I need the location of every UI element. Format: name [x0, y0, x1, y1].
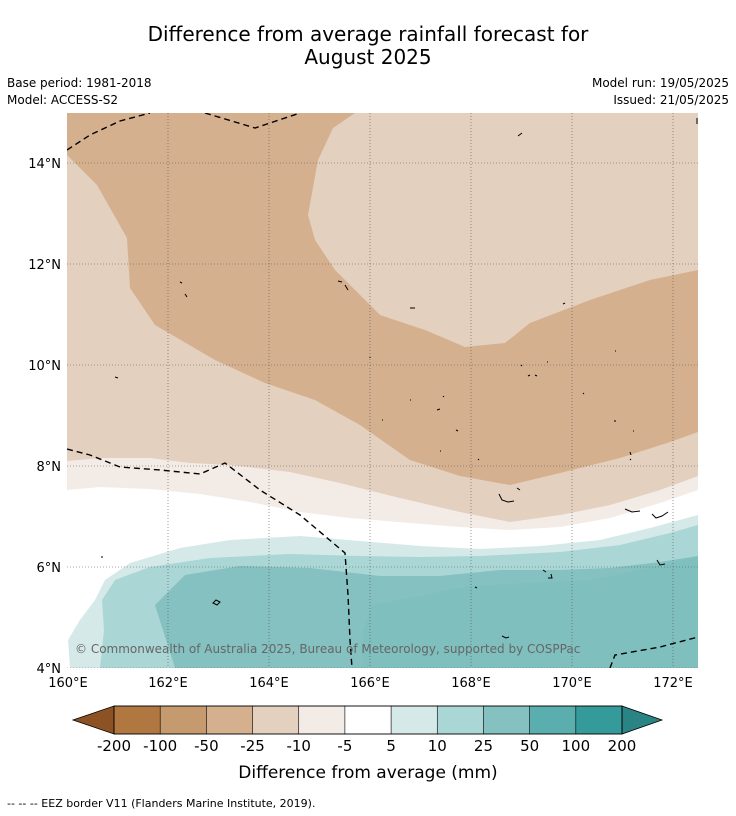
colorbar-tick-label: -200: [97, 737, 131, 755]
colorbar-tick-label: -50: [194, 737, 219, 755]
colorbar-segment: [159, 705, 207, 735]
eez-legend: -- -- -- EEZ border V11 (Flanders Marine…: [7, 797, 316, 810]
chart-title-line1: Difference from average rainfall forecas…: [147, 22, 589, 46]
base-period: Base period: 1981-2018: [7, 76, 152, 90]
lat-label: 14°N: [28, 157, 61, 172]
colorbar-segment: [206, 705, 254, 735]
longitude-labels: 160°E 162°E 164°E 166°E 168°E 170°E 172°…: [48, 676, 693, 691]
colorbar-tick-label: 100: [561, 737, 590, 755]
lat-label: 8°N: [37, 460, 62, 475]
chart-title-line2: August 2025: [304, 45, 432, 69]
colorbar-title: Difference from average (mm): [238, 763, 497, 783]
colorbar-extend-high: [621, 705, 664, 735]
lon-label: 170°E: [552, 676, 592, 691]
colorbar-extend-low: [71, 705, 115, 735]
latitude-labels: 14°N 12°N 10°N 8°N 6°N 4°N: [28, 157, 61, 677]
colorbar-segment: [298, 705, 346, 735]
colorbar-segment: [113, 705, 161, 735]
lon-label: 168°E: [451, 676, 491, 691]
colorbar-segment: [252, 705, 300, 735]
lon-label: 162°E: [148, 676, 188, 691]
colorbar-tick-label: 25: [474, 737, 493, 755]
colorbar-outline: [113, 705, 623, 735]
lat-label: 12°N: [28, 258, 61, 273]
lat-label: 10°N: [28, 359, 61, 374]
colorbar-tick-label: -5: [337, 737, 352, 755]
rainfall-anomaly-field: [67, 113, 698, 668]
colorbar-segment: [575, 705, 623, 735]
colorbar-tick-label: -10: [286, 737, 311, 755]
colorbar-tick-label: 200: [608, 737, 637, 755]
lat-label: 4°N: [37, 662, 62, 677]
colorbar-segment: [344, 705, 392, 735]
colorbar-segment: [483, 705, 531, 735]
lat-label: 6°N: [37, 561, 62, 576]
band-minus-25-to-50: [67, 113, 698, 485]
issued-date: Issued: 21/05/2025: [613, 93, 729, 107]
colorbar-tick-labels: -200 -100 -50 -25 -10 -5 5 10 25 50 100 200: [97, 737, 636, 755]
gridlines: [67, 113, 698, 668]
lon-label: 172°E: [653, 676, 693, 691]
colorbar-tick-label: -100: [143, 737, 177, 755]
colorbar-tick-label: 5: [386, 737, 396, 755]
colorbar: -200 -100 -50 -25 -10 -5 5 10 25 50 100 200 Differe…: [71, 705, 664, 783]
lon-label: 166°E: [350, 676, 390, 691]
colorbar-tick-label: 50: [520, 737, 539, 755]
colorbar-tick-label: 10: [428, 737, 447, 755]
eez-borders: [67, 113, 698, 668]
colorbar-segments: [113, 705, 623, 735]
colorbar-segment: [436, 705, 485, 735]
islands: [101, 118, 698, 639]
model-name: Model: ACCESS-S2: [7, 93, 119, 107]
copyright-notice: © Commonwealth of Australia 2025, Bureau…: [75, 642, 580, 656]
band-plus-25-to-50-core: [362, 557, 698, 668]
model-run: Model run: 19/05/2025: [591, 76, 729, 90]
colorbar-segment: [529, 705, 577, 735]
colorbar-tick-label: -25: [240, 737, 265, 755]
colorbar-segment: [390, 705, 438, 735]
lon-label: 160°E: [48, 676, 88, 691]
lon-label: 164°E: [249, 676, 289, 691]
